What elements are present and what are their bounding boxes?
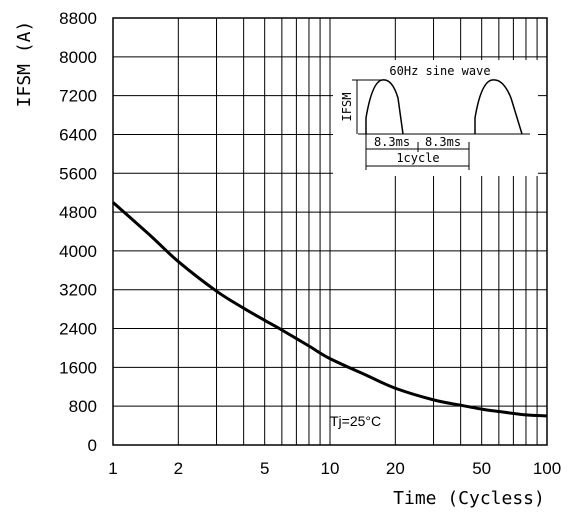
y-tick-label: 4800 <box>59 203 97 222</box>
inset-amplitude-label: IFSM <box>340 93 354 122</box>
y-tick-label: 4000 <box>59 242 97 261</box>
y-tick-label: 1600 <box>59 358 97 377</box>
y-tick-label: 2400 <box>59 320 97 339</box>
x-tick-label: 100 <box>533 459 561 478</box>
x-tick-label: 1 <box>108 459 117 478</box>
x-axis-label: Time (Cycless) <box>393 488 545 509</box>
x-tick-label: 50 <box>472 459 491 478</box>
x-tick-label: 20 <box>386 459 405 478</box>
y-tick-label: 6400 <box>59 125 97 144</box>
y-tick-label: 0 <box>88 436 97 455</box>
temperature-annotation: Tj=25°C <box>330 413 381 429</box>
y-tick-label: 800 <box>69 397 97 416</box>
y-tick-label: 3200 <box>59 281 97 300</box>
x-tick-label: 5 <box>260 459 269 478</box>
x-tick-labels: 1 2 5 10 20 50 100 <box>108 459 561 478</box>
plot-frame <box>112 17 548 446</box>
y-tick-label: 5600 <box>59 164 97 183</box>
inset-title: 60Hz sine wave <box>389 64 490 78</box>
y-tick-label: 8800 <box>59 9 97 28</box>
y-axis-label: IFSM (A) <box>14 21 35 108</box>
inset-period-label: 1cycle <box>396 151 439 165</box>
x-tick-label: 10 <box>321 459 340 478</box>
series-line <box>112 201 548 418</box>
y-tick-labels: 0 800 1600 2400 3200 4000 4800 5600 6400 7200 8000… <box>59 9 97 455</box>
y-tick-label: 8000 <box>59 48 97 67</box>
inset-half-period-label-1: 8.3ms <box>374 135 410 149</box>
y-tick-label: 7200 <box>59 87 97 106</box>
inset-half-period-label-2: 8.3ms <box>425 135 461 149</box>
x-tick-label: 2 <box>174 459 183 478</box>
inset-waveform: 60Hz sine wave IFSM 8.3ms 8.3ms 1cycle <box>333 60 538 176</box>
inset-background <box>333 60 538 176</box>
